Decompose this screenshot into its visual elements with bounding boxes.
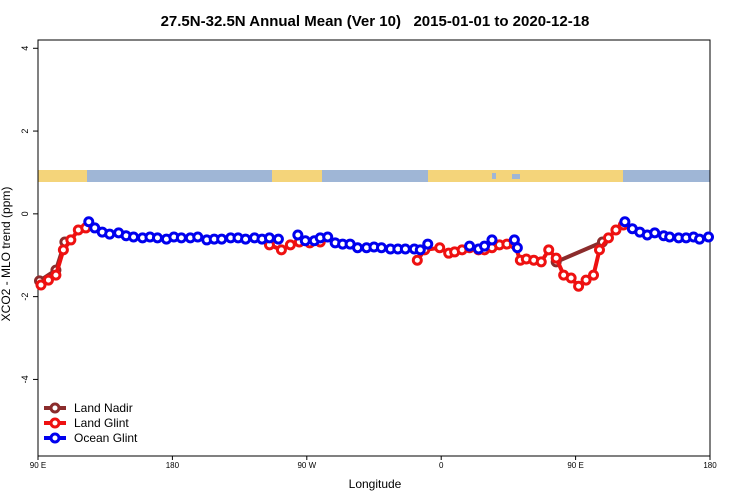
data-point [664,231,676,243]
y-tick-label: -2 [20,293,30,301]
data-point [299,235,311,247]
legend-label: Land Glint [74,416,129,430]
x-axis-label: Longitude [349,477,402,491]
data-point [284,239,296,251]
data-point [565,272,577,284]
data-point [619,216,631,228]
y-tick-label: -4 [20,375,30,383]
y-tick-label: 2 [20,129,30,134]
data-point [479,240,491,252]
data-point [588,269,600,281]
data-point [216,233,228,245]
data-point [422,238,434,250]
data-point [610,224,622,236]
y-axis-label: XCO2 - MLO trend (ppm) [0,187,13,322]
legend-label: Land Nadir [74,401,133,415]
data-point [352,242,364,254]
legend-marker [49,432,61,444]
data-point [192,231,204,243]
x-tick-label: 90 E [30,461,46,470]
data-point [535,256,547,268]
y-tick-label: 4 [20,46,30,51]
data-point [486,234,498,246]
data-point [580,274,592,286]
data-point [42,274,54,286]
data-point [322,231,334,243]
data-point [240,233,252,245]
data-point [263,232,275,244]
data-point [434,242,446,254]
land-ocean-strip [38,170,710,182]
data-point [550,252,562,264]
chart-title: 27.5N-32.5N Annual Mean (Ver 10) 2015-01… [161,13,590,30]
data-point [703,231,715,243]
data-point [694,233,706,245]
plot-frame [37,39,711,457]
data-point [414,244,426,256]
data-point [275,244,287,256]
data-point [272,233,284,245]
legend-marker [49,402,61,414]
data-point [602,232,614,244]
data-point [411,254,423,266]
y-tick-label: 0 [20,211,30,216]
data-point [292,229,304,241]
data-point [151,232,163,244]
data-point [104,228,116,240]
data-point [57,244,69,256]
data-point [543,244,555,256]
data-point [649,227,661,239]
data-point [175,232,187,244]
data-point [50,269,62,281]
x-tick-label: 0 [439,461,444,470]
x-tick-label: 180 [166,461,180,470]
data-point [83,216,95,228]
x-tick-label: 90 W [297,461,316,470]
data-point [65,234,77,246]
data-point [464,240,476,252]
data-point [128,231,140,243]
data-point [593,244,605,256]
legend-marker [49,417,61,429]
data-point [511,242,523,254]
x-tick-label: 90 E [567,461,583,470]
data-point [573,280,585,292]
data-point [375,242,387,254]
data-point [399,243,411,255]
legend-label: Ocean Glint [74,431,138,445]
data-point [35,279,47,291]
x-tick-label: 180 [703,461,717,470]
